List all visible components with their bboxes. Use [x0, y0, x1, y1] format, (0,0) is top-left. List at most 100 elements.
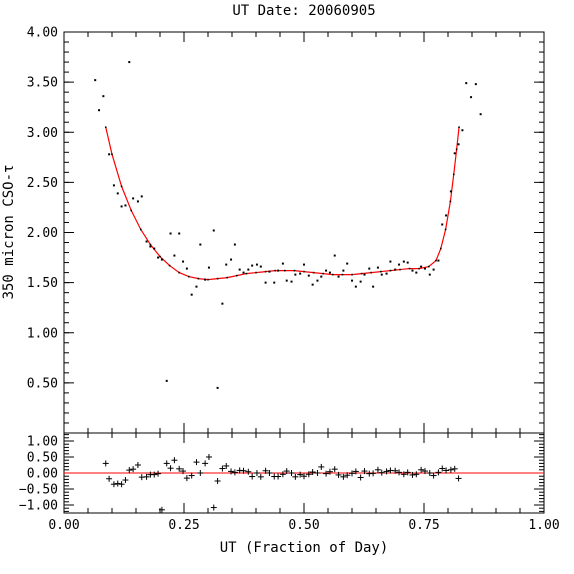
data-point — [449, 190, 452, 193]
residual-point — [357, 474, 364, 481]
data-point — [182, 260, 185, 263]
fit-node — [159, 255, 161, 258]
x-tick-label: 0.25 — [168, 518, 199, 533]
fit-node — [255, 271, 257, 274]
residual-point — [331, 466, 338, 473]
data-point — [225, 263, 228, 266]
residual-point — [430, 472, 437, 479]
data-point — [190, 293, 193, 296]
residual-point — [413, 471, 420, 478]
main-y-tick-label: 4.00 — [27, 26, 58, 41]
residual-point — [344, 472, 351, 479]
residual-point — [396, 469, 403, 476]
fit-node — [111, 153, 113, 156]
residual-point — [421, 468, 428, 475]
data-point — [247, 268, 250, 271]
residual-point — [297, 471, 304, 478]
fit-node — [360, 272, 363, 275]
residual-point — [435, 469, 442, 476]
x-ticks: 0.00 0.25 0.50 0.75 1.00 — [48, 433, 560, 533]
residual-point — [183, 475, 190, 482]
data-point — [337, 275, 340, 278]
data-point — [230, 258, 233, 261]
data-point — [351, 279, 353, 282]
main-panel: 0.50 1.00 1.50 2.00 2.50 3.00 3.50 4.00 — [27, 26, 545, 434]
data-point — [112, 184, 115, 187]
residual-point — [106, 475, 113, 482]
main-y-tick-label: 3.50 — [27, 76, 58, 91]
fit-node — [293, 269, 296, 272]
residual-point — [126, 467, 133, 474]
residual-point — [400, 471, 407, 478]
residual-point — [292, 473, 299, 480]
data-point — [457, 143, 460, 146]
residual-point — [151, 471, 158, 478]
fit-node — [188, 275, 190, 278]
data-point — [169, 232, 172, 235]
residual-point — [318, 463, 325, 470]
residual-point — [301, 473, 307, 480]
data-point — [128, 61, 131, 64]
data-point — [325, 269, 328, 272]
fit-node — [216, 277, 219, 280]
fit-node — [130, 209, 132, 212]
data-point — [294, 273, 297, 276]
fit-node — [455, 148, 458, 151]
residual-point — [122, 477, 129, 484]
fit-node — [380, 270, 382, 273]
fit-node — [245, 272, 248, 275]
residual-point — [314, 470, 321, 476]
fit-node — [428, 265, 430, 268]
residual-point — [340, 473, 347, 480]
data-point — [116, 192, 119, 195]
data-point — [281, 262, 284, 265]
y-axis-title: 350 micron CSO-τ — [1, 165, 17, 300]
data-point — [204, 278, 207, 281]
data-point — [199, 243, 202, 246]
data-point — [437, 259, 440, 262]
main-y-tick-label: 3.00 — [27, 126, 58, 141]
residual-point — [143, 473, 150, 480]
data-point — [316, 279, 319, 282]
residual-point — [245, 468, 252, 475]
residual-point — [257, 473, 264, 480]
fit-node — [104, 126, 107, 129]
data-point — [389, 260, 392, 263]
data-point — [363, 273, 366, 276]
data-point — [98, 109, 101, 112]
residual-y-ticks: −1.00−0.500.000.501.00 — [19, 434, 544, 514]
data-point — [233, 243, 236, 246]
data-point — [212, 229, 215, 232]
fit-node — [312, 271, 315, 274]
residual-point — [378, 469, 385, 476]
fit-node — [458, 126, 460, 129]
residual-point — [134, 462, 141, 468]
data-point — [94, 79, 97, 82]
data-point — [474, 83, 477, 86]
main-y-tick-label: 1.50 — [27, 276, 58, 291]
fit-node — [120, 185, 123, 188]
data-point — [423, 267, 426, 270]
residual-point — [193, 459, 200, 466]
fit-node — [236, 274, 238, 277]
data-point — [216, 386, 219, 389]
data-point — [479, 113, 482, 116]
data-point — [441, 223, 444, 226]
residual-point — [197, 470, 204, 476]
data-point — [251, 264, 254, 267]
data-point — [153, 247, 156, 250]
data-point — [328, 271, 331, 274]
fit-node — [408, 267, 411, 270]
data-point — [120, 205, 123, 208]
residual-point — [383, 468, 390, 475]
fit-node — [440, 247, 442, 250]
data-point — [124, 204, 127, 207]
data-point — [132, 197, 135, 200]
data-point — [470, 96, 473, 99]
data-point — [311, 283, 314, 286]
data-point — [411, 269, 414, 272]
residual-point — [374, 466, 381, 473]
data-point — [303, 263, 305, 266]
data-point — [160, 258, 163, 261]
